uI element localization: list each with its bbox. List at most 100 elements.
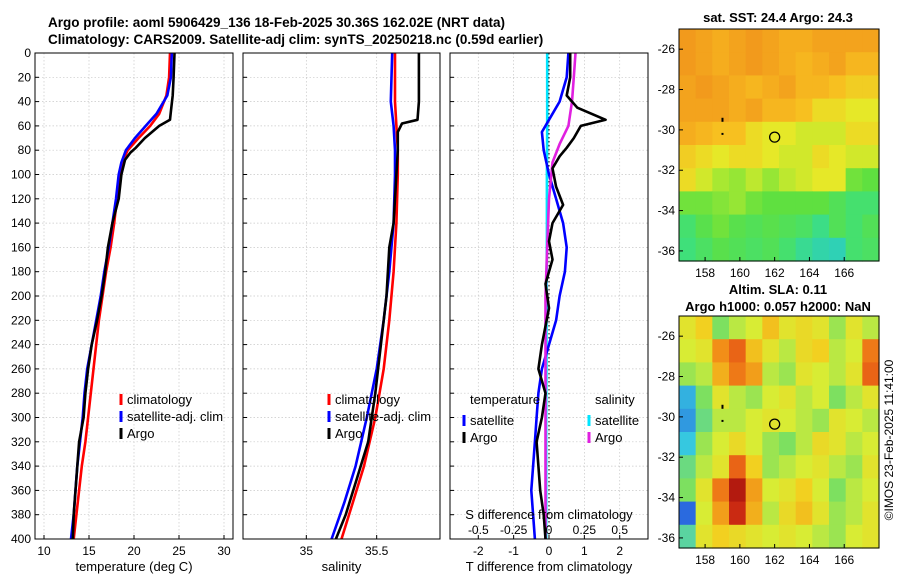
heatmap-cell [779,168,797,192]
heatmap-cell [779,52,797,76]
heatmap-cell [795,98,813,123]
axis-label-x: salinity [322,559,362,574]
tick-label-y: 20 [18,70,32,84]
heatmap-cell [712,362,730,387]
float-position-marker [769,131,781,143]
heatmap-cell [712,385,730,410]
heatmap-cell [862,385,880,410]
tick-label-y: 320 [11,435,31,449]
heatmap-cell [812,455,830,479]
heatmap-cell [812,478,830,503]
heatmap-cell [729,524,747,549]
heatmap-cell [679,191,697,216]
heatmap-cell [845,455,863,479]
heatmap-cell [745,214,763,239]
series-line-temperature-satellite [530,52,570,540]
heatmap-cell [679,524,697,549]
heatmap-cell [762,191,780,216]
tick-label-x: 164 [799,266,819,280]
heatmap-cell [845,478,863,503]
heatmap-cell [812,408,830,433]
heatmap-cell [862,191,880,216]
tick-label-x: -1 [508,544,519,558]
heatmap-cell [695,362,713,387]
heatmap-cell [695,214,713,239]
heatmap-cell [679,385,697,410]
series-line-Argo [71,52,176,540]
axis-label-x2: S difference from climatology [465,507,633,522]
heatmap-cell [862,339,880,363]
heatmap-cell [812,501,830,526]
heatmap-cell [779,214,797,239]
heatmap-cell [695,29,713,53]
heatmap-cell [812,524,830,549]
heatmap-cell [829,214,847,239]
heatmap-cell [712,145,730,169]
heatmap-cell [712,214,730,239]
heatmap-cell [795,168,813,192]
heatmap-cell [779,478,797,503]
heatmap-cell [779,432,797,456]
map-frame [678,315,880,549]
heatmap-cell [745,168,763,192]
heatmap-cell [845,408,863,433]
heatmap-cell [779,455,797,479]
heatmap-cell [745,385,763,410]
heatmap-cell [845,52,863,76]
tick-label-x: 158 [695,553,715,567]
heatmap-cell [762,98,780,123]
heatmap-cell [829,145,847,169]
heatmap-cell [762,75,780,100]
legend-label: satellite-adj. clim [335,409,431,424]
heatmap-cell [795,316,813,340]
heatmap-cell [679,362,697,387]
heatmap-cell [795,214,813,239]
heatmap-cell [762,214,780,239]
heatmap-cell [762,168,780,192]
heatmap-cell [712,237,730,262]
tick-label-x: 35 [300,544,314,558]
heatmap-cell [829,75,847,100]
heatmap-cell [795,455,813,479]
tick-label-y: 340 [11,459,31,473]
tick-label-x: 10 [37,544,51,558]
heatmap-cell [729,214,747,239]
tick-label-y: 220 [11,313,31,327]
heatmap-cell [779,191,797,216]
heatmap-cell [862,214,880,239]
heatmap-cell [812,52,830,76]
heatmap-cell [779,339,797,363]
heatmap-cell [829,52,847,76]
heatmap-cell [729,478,747,503]
heatmap-cell [745,501,763,526]
heatmap-cell [762,478,780,503]
heatmap-cell [679,432,697,456]
tick-label-y: -36 [658,531,676,545]
tick-label-x2: 0.25 [573,523,597,537]
heatmap-cell [779,524,797,549]
legend-header: temperature [470,392,540,407]
tick-label-y: -28 [658,83,676,97]
heatmap-cell [845,316,863,340]
heatmap-cell [862,145,880,169]
heatmap-cell [812,214,830,239]
tick-label-y: -30 [658,123,676,137]
tick-label-x: 1 [581,544,588,558]
series-line-Argo [334,53,421,540]
heatmap-cell [779,75,797,100]
heatmap-cell [795,145,813,169]
heatmap-cell [845,362,863,387]
heatmap-cell [729,29,747,53]
heatmap-cell [829,408,847,433]
tick-label-x: -2 [473,544,484,558]
heatmap-cell [679,339,697,363]
heatmap-cell [829,191,847,216]
tick-label-y: 280 [11,386,31,400]
heatmap-cell [679,214,697,239]
heatmap-cell [862,121,880,146]
heatmap-cell [695,316,713,340]
tick-label-y: -26 [658,42,676,56]
heatmap-cell [862,501,880,526]
tick-label-x: 158 [695,266,715,280]
heatmap-cell [812,237,830,262]
